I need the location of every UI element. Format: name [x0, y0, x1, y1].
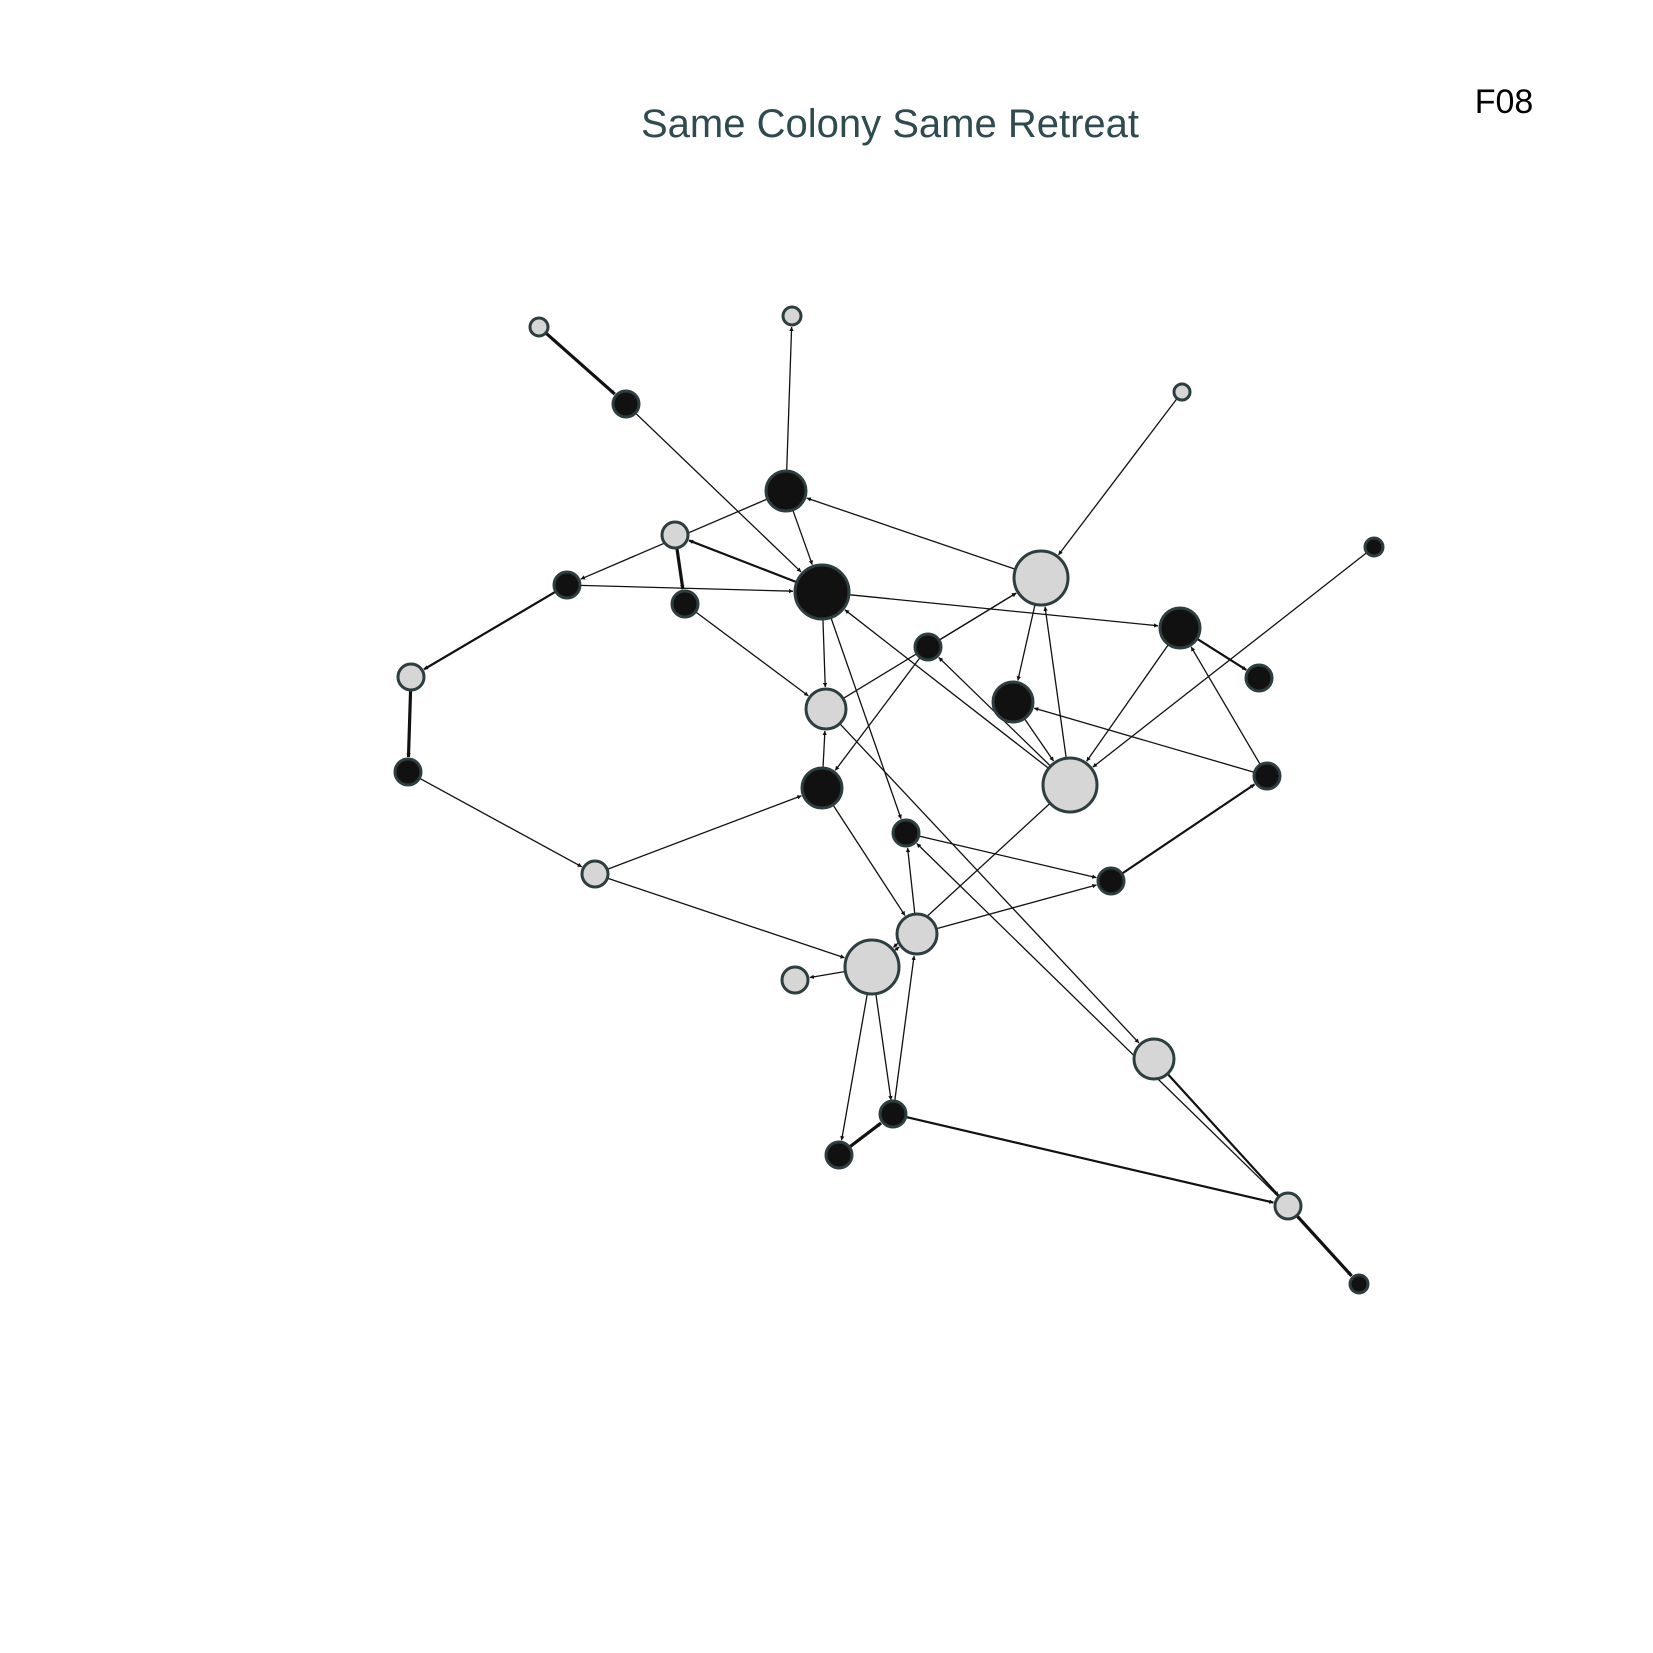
edge-n17-n18	[1196, 637, 1247, 671]
node-n24	[895, 912, 939, 956]
edge-n5-n8	[675, 547, 685, 590]
edge-n23-n21	[918, 835, 1097, 879]
edge-n11-n26	[839, 723, 1140, 1044]
node-n17	[1158, 606, 1202, 650]
edge-n28-n31	[840, 993, 868, 1141]
edge-n13-n15	[1058, 397, 1178, 556]
panel-label: F08	[1475, 83, 1534, 121]
node-n4	[764, 469, 808, 513]
edge-n30-n32	[904, 1115, 1274, 1204]
node-n15	[1012, 549, 1070, 607]
node-n6	[793, 563, 851, 621]
edge-n16-n15	[938, 592, 1017, 641]
edge-n22-n6	[844, 609, 1050, 769]
edge-n25-n22	[1092, 552, 1368, 768]
edge-n22-n15	[1043, 606, 1067, 759]
edge-n9-n10	[406, 689, 413, 758]
node-n8	[670, 589, 700, 619]
node-n26	[1132, 1037, 1176, 1081]
node-n20	[1252, 761, 1282, 791]
node-n31	[824, 1140, 854, 1170]
node-n29	[780, 965, 810, 995]
edge-layer	[406, 326, 1368, 1277]
edge-n32-n34	[1295, 1214, 1353, 1277]
node-n14	[580, 859, 610, 889]
edge-n15-n19	[1016, 604, 1036, 681]
node-n13	[1172, 382, 1192, 402]
node-n32	[1273, 1191, 1303, 1221]
edge-n6-n23	[830, 617, 902, 820]
edge-n16-n12	[834, 657, 921, 771]
edge-n33-n24	[894, 955, 916, 1102]
edge-n26-n27	[1166, 1073, 1280, 1197]
edge-n19-n22	[1023, 718, 1055, 762]
node-n7	[552, 570, 582, 600]
edge-n14-n12	[606, 795, 802, 871]
node-n3	[781, 305, 803, 327]
edge-n8-n11	[695, 611, 809, 697]
node-n19	[991, 680, 1035, 724]
edge-n24-n23	[905, 847, 916, 915]
node-n2	[611, 389, 641, 419]
edge-n2-n6	[634, 412, 802, 573]
node-n21	[1096, 866, 1126, 896]
edge-n28-n29	[809, 970, 846, 979]
edge-n6-n17	[848, 594, 1159, 628]
node-n12	[800, 766, 844, 810]
edge-n14-n28	[607, 877, 845, 959]
node-n23	[891, 818, 921, 848]
node-n33	[878, 1099, 908, 1129]
node-n5	[660, 520, 690, 550]
node-n28	[843, 938, 901, 996]
node-n18	[1244, 663, 1274, 693]
edge-n28-n30	[875, 993, 893, 1101]
edge-n20-n19	[1033, 707, 1255, 773]
edge-n4-n6	[792, 509, 813, 565]
edge-n4-n3	[786, 326, 794, 472]
edge-n24-n21	[936, 883, 1097, 930]
node-layer	[393, 305, 1385, 1295]
edge-n6-n11	[822, 618, 828, 688]
node-n9	[396, 662, 426, 692]
edge-n10-n14	[419, 777, 583, 868]
node-n25	[1363, 536, 1385, 558]
node-n34	[1348, 1273, 1370, 1295]
graph-title: Same Colony Same Retreat	[641, 102, 1139, 146]
node-n11	[804, 687, 848, 731]
edge-n1-n2	[544, 331, 616, 396]
edge-n12-n11	[822, 730, 827, 769]
edge-n31-n33	[848, 1121, 883, 1149]
edge-n7-n9	[423, 590, 557, 671]
node-n22	[1041, 756, 1099, 814]
edge-n17-n22	[1086, 644, 1170, 762]
edge-n7-n6	[579, 584, 794, 594]
edge-n12-n24	[832, 804, 906, 916]
node-n1	[528, 316, 550, 338]
edge-n15-n4	[806, 497, 1016, 570]
edge-n21-n20	[1121, 783, 1256, 875]
edge-n27-n23	[916, 843, 1280, 1199]
edge-n6-n5	[688, 539, 798, 584]
node-n16	[913, 632, 943, 662]
node-n10	[393, 757, 423, 787]
edge-n20-n17	[1190, 646, 1261, 766]
